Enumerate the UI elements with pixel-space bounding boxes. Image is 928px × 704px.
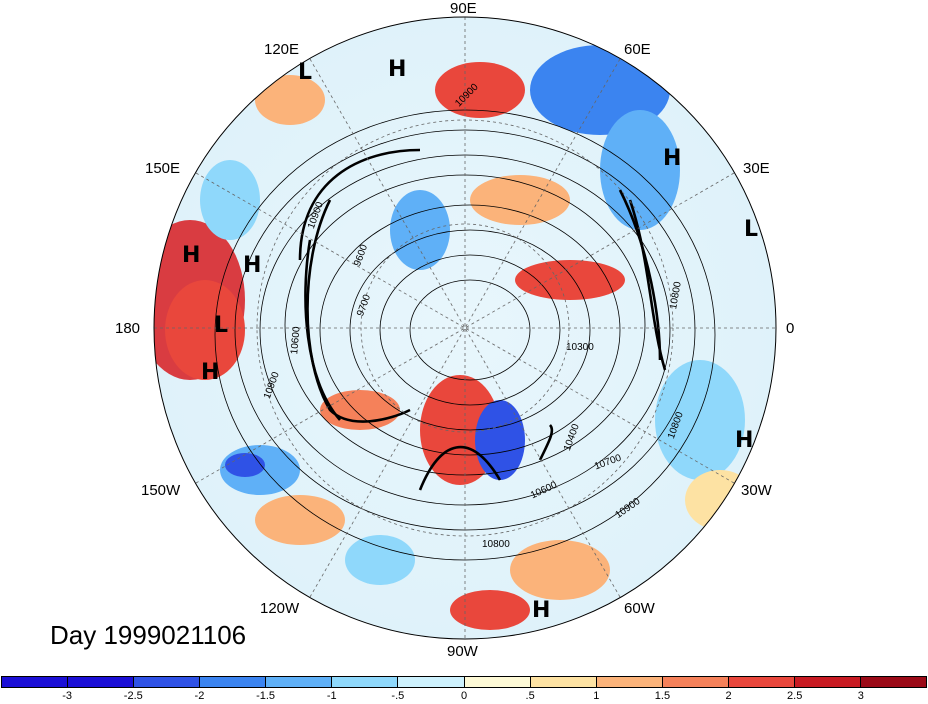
colorbar-tick-label: -.5 — [391, 690, 405, 702]
colorbar-tick-label: 2 — [725, 690, 732, 702]
colorbar-swatch — [266, 677, 333, 687]
high-center: H — [243, 253, 262, 278]
colorbar-tick-label: 3 — [857, 690, 864, 702]
colorbar-swatch — [728, 677, 795, 687]
contour-label: 10800 — [482, 539, 510, 550]
colorbar-swatch — [794, 677, 862, 687]
colorbar-swatch — [332, 677, 399, 687]
colorbar-tick-label: -2.5 — [123, 690, 143, 702]
colorbar-swatch — [662, 677, 729, 687]
low-center: L — [298, 60, 313, 85]
low-center: L — [744, 217, 759, 242]
high-center: H — [388, 57, 407, 82]
lon-label-60w: 60W — [624, 600, 655, 617]
lon-label-150e: 150E — [145, 160, 181, 177]
colorbar-tick-label: -1.5 — [256, 690, 276, 702]
lon-label-0: 0 — [786, 320, 795, 337]
lon-label-180: 180 — [115, 320, 141, 337]
high-center: H — [201, 360, 220, 385]
high-center: H — [663, 146, 682, 171]
colorbar-swatch — [861, 677, 927, 687]
colorbar-swatch — [200, 677, 267, 687]
colorbar-tick-label: -3 — [62, 690, 73, 702]
colorbar-tick-label: 1 — [593, 690, 600, 702]
colorbar-tick-label: 2.5 — [787, 690, 803, 702]
colorbar-swatch — [398, 677, 465, 687]
colorbar-swatch — [134, 677, 201, 687]
anomaly-field — [154, 17, 776, 639]
low-center: L — [214, 313, 229, 338]
colorbar-tick-label: 1.5 — [654, 690, 671, 702]
colorbar-tick-label: 0 — [460, 690, 468, 702]
lon-label-30e: 30E — [743, 160, 770, 177]
polar-stereographic-map — [153, 16, 777, 640]
colorbar-tick-label: .5 — [525, 690, 535, 702]
lon-label-60e: 60E — [624, 41, 651, 58]
lon-label-90e: 90E — [450, 0, 477, 17]
high-center: H — [735, 428, 754, 453]
colorbar-swatch — [530, 677, 597, 687]
colorbar-swatch — [68, 677, 135, 687]
high-center: H — [532, 598, 551, 623]
map-title: Day 1999021106 — [50, 620, 247, 650]
lon-label-30w: 30W — [741, 482, 772, 499]
lon-label-120e: 120E — [264, 41, 300, 58]
lon-label-90w: 90W — [447, 643, 478, 660]
lon-label-150w: 150W — [141, 482, 181, 499]
contour-label: 10300 — [566, 342, 594, 353]
colorbar-swatch — [596, 677, 663, 687]
colorbar-tick-label: -2 — [194, 690, 205, 702]
colorbar-swatch — [2, 677, 69, 687]
colorbar-swatch — [464, 677, 531, 687]
colorbar-labels: -3 -2.5 -2 -1.5 -1 -.5 0 .5 1 1.5 2 2.5 3 — [0, 690, 928, 704]
colorbar — [1, 676, 927, 688]
high-center: H — [182, 243, 201, 268]
lon-label-120w: 120W — [260, 600, 300, 617]
colorbar-tick-label: -1 — [326, 690, 337, 702]
